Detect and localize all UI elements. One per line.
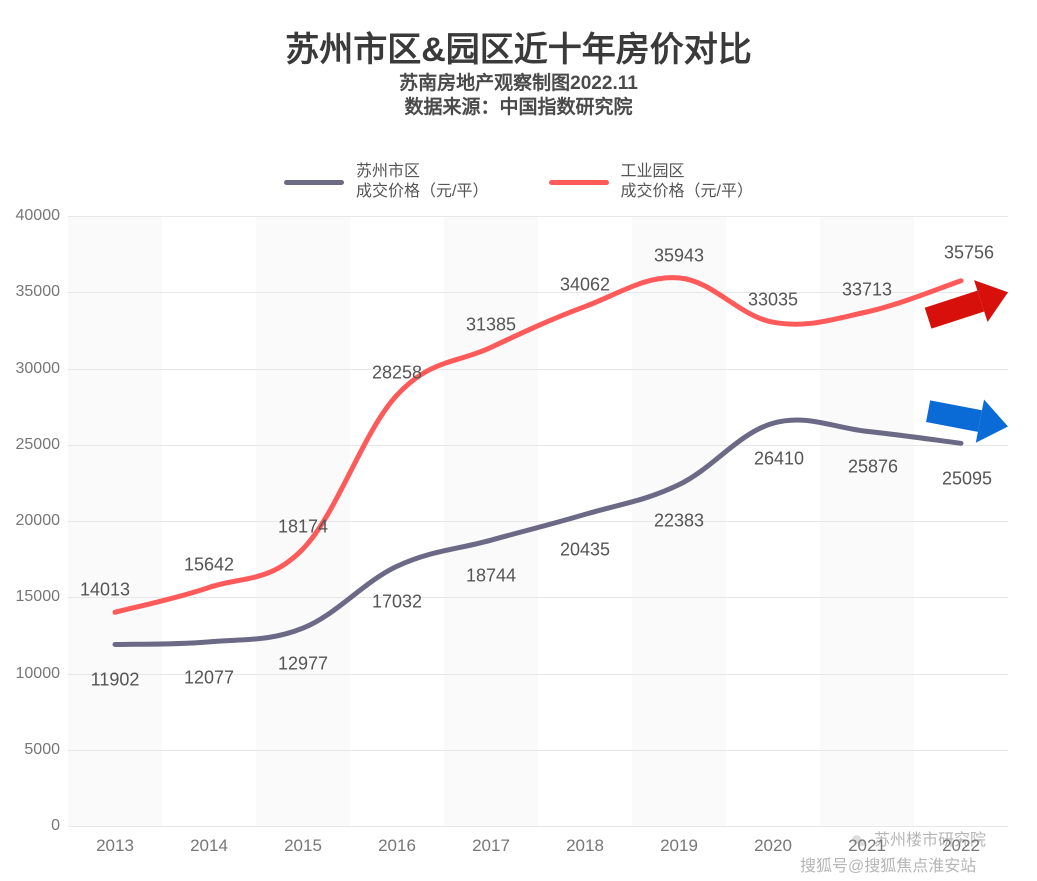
chart-title: 苏州市区&园区近十年房价对比 [0,22,1037,71]
wechat-icon [850,832,868,850]
data-label: 33035 [748,290,798,311]
legend-label-city-line2: 成交价格（元/平） [356,182,488,202]
data-label: 35756 [944,242,994,263]
series-line [115,278,961,613]
data-label: 28258 [372,363,422,384]
data-label: 22383 [654,510,704,531]
legend-item-park: 工业园区 成交价格（元/平） [549,162,753,202]
chart-subtitle-1: 苏南房地产观察制图2022.11 [0,68,1037,95]
x-tick-label: 2018 [566,826,604,856]
data-label: 18174 [278,516,328,537]
data-label: 18744 [466,566,516,587]
y-tick-label: 20000 [16,512,69,530]
y-tick-label: 35000 [16,283,69,301]
chart-subtitle-2: 数据来源：中国指数研究院 [0,92,1037,119]
data-label: 12977 [278,654,328,675]
x-tick-label: 2014 [190,826,228,856]
y-tick-label: 5000 [24,741,68,759]
legend-swatch-city [284,180,344,185]
watermark: 苏州楼市研究院 [850,826,986,850]
data-label: 17032 [372,592,422,613]
data-label: 20435 [560,540,610,561]
legend-swatch-park [549,180,609,185]
data-label: 34062 [560,274,610,295]
x-tick-label: 2013 [96,826,134,856]
data-label: 31385 [466,315,516,336]
plot-area: 0500010000150002000025000300003500040000… [68,216,1008,826]
data-label: 33713 [842,279,892,300]
chart-root: 苏州市区&园区近十年房价对比 苏南房地产观察制图2022.11 数据来源：中国指… [0,0,1037,881]
data-label: 26410 [754,449,804,470]
y-tick-label: 0 [51,817,68,835]
legend-label-city: 苏州市区 成交价格（元/平） [356,162,488,202]
x-tick-label: 2019 [660,826,698,856]
data-label: 14013 [80,580,130,601]
legend: 苏州市区 成交价格（元/平） 工业园区 成交价格（元/平） [0,162,1037,202]
y-tick-label: 15000 [16,588,69,606]
data-label: 35943 [654,245,704,266]
plot-svg [68,216,1008,826]
legend-label-park: 工业园区 成交价格（元/平） [621,162,753,202]
watermark: 搜狐号@搜狐焦点淮安站 [800,852,976,876]
legend-label-park-line1: 工业园区 [621,162,753,182]
y-tick-label: 10000 [16,665,69,683]
data-label: 12077 [184,667,234,688]
data-label: 11902 [91,670,140,691]
x-tick-label: 2015 [284,826,322,856]
x-tick-label: 2016 [378,826,416,856]
y-tick-label: 30000 [16,360,69,378]
legend-item-city: 苏州市区 成交价格（元/平） [284,162,488,202]
data-label: 25876 [848,457,898,478]
series-line [115,420,961,645]
x-tick-label: 2020 [754,826,792,856]
legend-label-park-line2: 成交价格（元/平） [621,182,753,202]
y-tick-label: 40000 [16,207,69,225]
legend-label-city-line1: 苏州市区 [356,162,488,182]
y-tick-label: 25000 [16,436,69,454]
data-label: 15642 [184,555,234,576]
data-label: 25095 [942,469,992,490]
blue-down-arrow [928,399,1008,442]
x-tick-label: 2017 [472,826,510,856]
